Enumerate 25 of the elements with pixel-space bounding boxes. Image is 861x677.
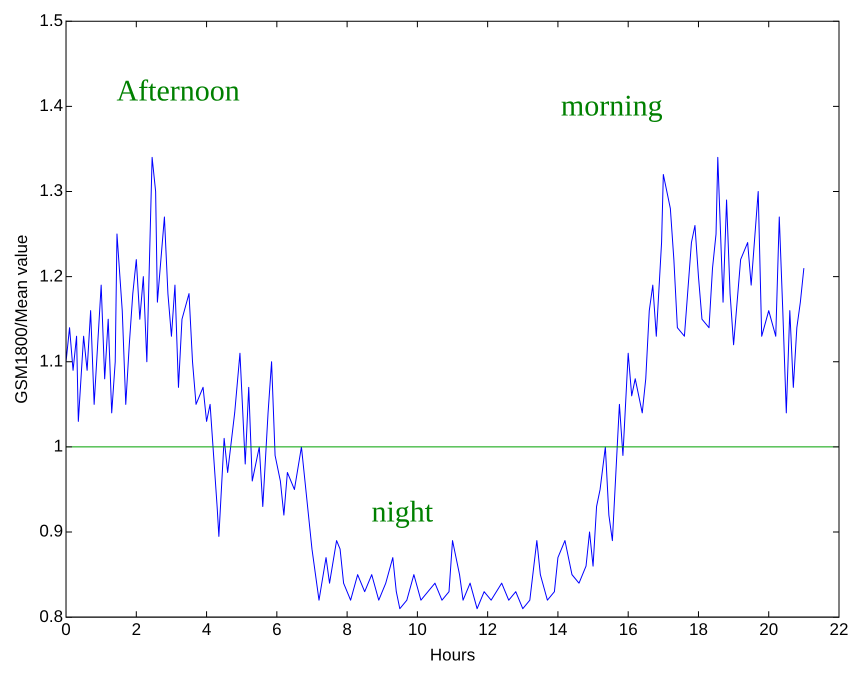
y-tick-label: 0.9 bbox=[39, 522, 64, 541]
x-tick-label: 10 bbox=[408, 620, 427, 640]
x-tick-label: 12 bbox=[478, 620, 498, 640]
y-tick-label: 1.2 bbox=[39, 266, 64, 286]
y-tick-label: 1 bbox=[54, 436, 64, 456]
x-tick-label: 20 bbox=[759, 620, 778, 640]
x-tick-label: 0 bbox=[61, 620, 71, 640]
y-tick-label: 1.1 bbox=[39, 351, 64, 370]
x-tick-label: 6 bbox=[272, 620, 282, 640]
y-tick-label: 0.8 bbox=[39, 606, 64, 626]
annotation: night bbox=[371, 495, 434, 528]
x-tick-label: 18 bbox=[689, 620, 708, 640]
y-tick-label: 1.5 bbox=[39, 10, 64, 30]
x-tick-label: 16 bbox=[618, 620, 638, 640]
x-tick-label: 2 bbox=[132, 620, 142, 640]
annotation: morning bbox=[560, 89, 663, 122]
y-axis-title: GSM1800/Mean value bbox=[12, 234, 31, 404]
annotation: Afternoon bbox=[116, 74, 240, 108]
x-tick-label: 14 bbox=[548, 620, 568, 640]
x-tick-label: 4 bbox=[202, 620, 212, 640]
y-tick-label: 1.4 bbox=[39, 96, 64, 116]
x-tick-label: 8 bbox=[342, 620, 352, 640]
y-tick-label: 1.3 bbox=[39, 181, 64, 200]
x-tick-label: 22 bbox=[830, 620, 848, 640]
x-axis-title: Hours bbox=[430, 645, 476, 664]
